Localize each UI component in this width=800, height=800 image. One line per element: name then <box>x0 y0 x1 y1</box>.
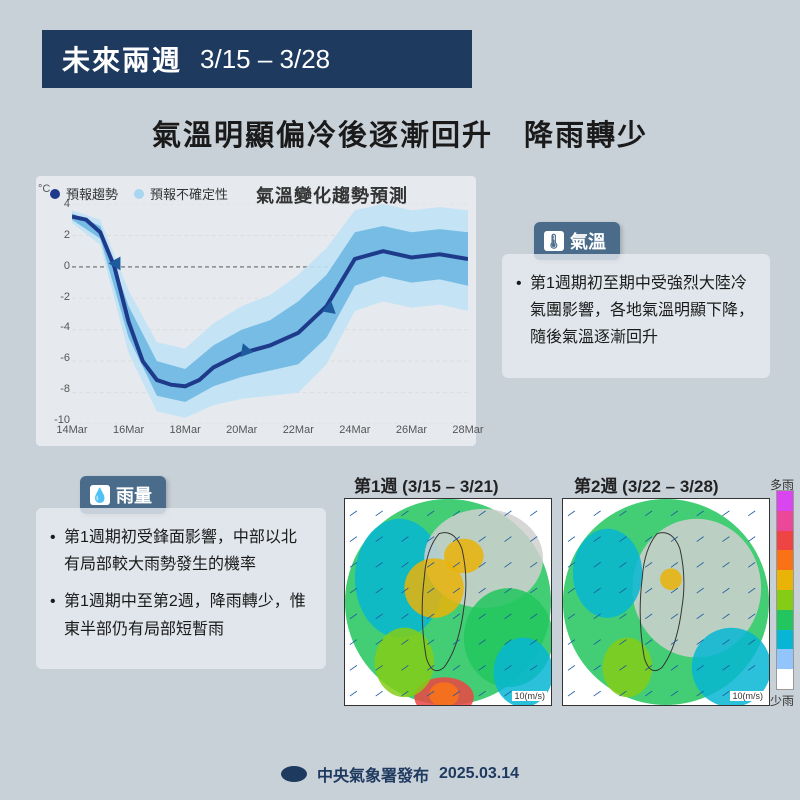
y-unit: °C <box>38 183 50 195</box>
temp-badge-label: 氣溫 <box>570 228 606 254</box>
thermometer-icon: 🌡 <box>544 231 564 251</box>
banner-label: 未來兩週 <box>62 39 182 79</box>
week2-map: 10(m/s) <box>562 498 770 706</box>
plot-area <box>72 204 468 424</box>
chart-legend: 預報趨勢預報不確定性 <box>50 184 238 203</box>
week1-label: 第1週 (3/15 – 3/21) <box>354 472 499 497</box>
rain-colorbar <box>776 490 794 690</box>
map2-scale: 10(m/s) <box>730 691 765 701</box>
footer: 中央氣象署發布 2025.03.14 <box>0 762 800 786</box>
footer-org: 中央氣象署發布 <box>317 762 429 786</box>
map1-scale: 10(m/s) <box>512 691 547 701</box>
temperature-info: 第1週期初至期中受強烈大陸冷氣團影響，各地氣溫明顯下降，隨後氣溫逐漸回升 <box>502 254 770 378</box>
banner-dates: 3/15 – 3/28 <box>200 44 330 75</box>
droplet-icon: 💧 <box>90 485 110 505</box>
temperature-chart: °C 預報趨勢預報不確定性 氣溫變化趨勢預測 420-2-4-6-8-10 14… <box>36 176 476 446</box>
rain-info-list: 第1週期初受鋒面影響，中部以北有局部較大雨勢發生的機率第1週期中至第2週，降雨轉… <box>50 524 312 643</box>
rain-badge-label: 雨量 <box>116 482 152 508</box>
x-axis: 14Mar16Mar18Mar20Mar22Mar24Mar26Mar28Mar <box>72 424 468 438</box>
week2-label: 第2週 (3/22 – 3/28) <box>574 472 719 497</box>
colorbar-bot-label: 少雨 <box>770 692 794 709</box>
chart-svg <box>72 204 468 424</box>
rain-info: 第1週期初受鋒面影響，中部以北有局部較大雨勢發生的機率第1週期中至第2週，降雨轉… <box>36 508 326 669</box>
y-axis: 420-2-4-6-8-10 <box>46 204 72 420</box>
headline: 氣溫明顯偏冷後逐漸回升 降雨轉少 <box>0 112 800 154</box>
week1-map: 10(m/s) <box>344 498 552 706</box>
temp-info-list: 第1週期初至期中受強烈大陸冷氣團影響，各地氣溫明顯下降，隨後氣溫逐漸回升 <box>516 270 756 352</box>
cwa-logo-icon <box>281 766 307 782</box>
title-banner: 未來兩週 3/15 – 3/28 <box>42 30 472 88</box>
footer-date: 2025.03.14 <box>439 765 519 783</box>
